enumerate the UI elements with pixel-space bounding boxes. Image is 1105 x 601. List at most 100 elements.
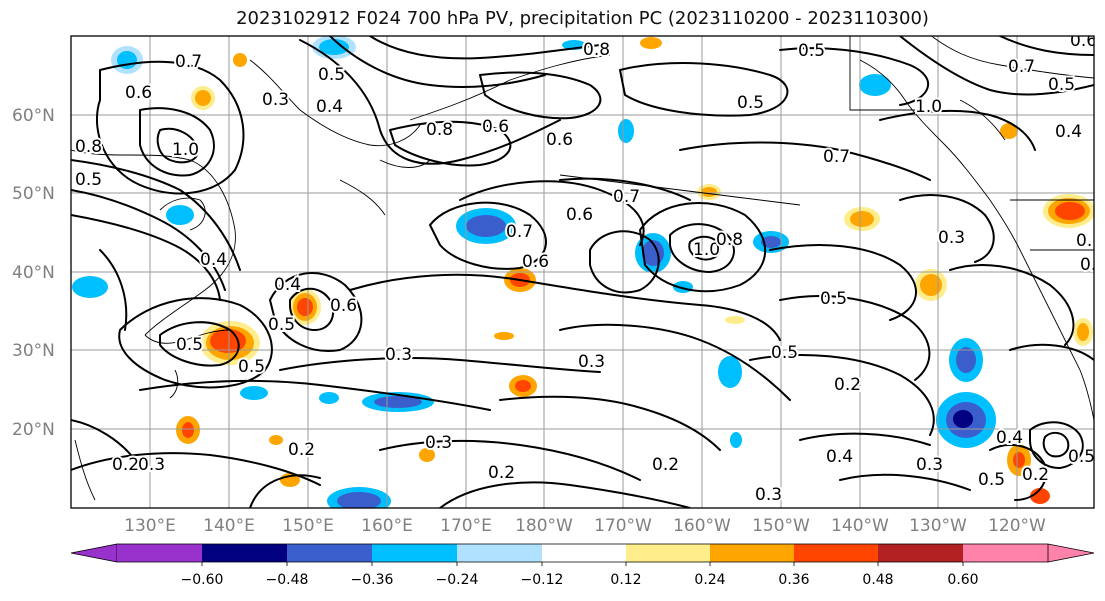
lon-label: 150°W — [752, 516, 810, 536]
contour-label: 0.6 — [566, 205, 593, 225]
contour-label: 0.3 — [385, 345, 412, 365]
colorbar-bin — [963, 544, 1048, 562]
colorbar-tick-label: −0.36 — [351, 572, 394, 588]
contour-label: 0.3 — [262, 90, 289, 110]
lat-label: 60°N — [12, 106, 55, 126]
colorbar-bin — [626, 544, 710, 562]
colorbar-tick-label: 0.12 — [610, 572, 641, 588]
colorbar-bin — [70, 543, 118, 563]
lon-label: 140°W — [831, 516, 889, 536]
contour-labels: 0.7 0.6 1.0 0.3 0.4 0.8 0.5 0.6 0.8 0.5 … — [73, 31, 1105, 507]
map-title: 2023102912 F024 700 hPa PV, precipitatio… — [236, 8, 929, 29]
colorbar-bin — [878, 544, 963, 562]
contour-label: 0.2 — [488, 463, 515, 483]
contour-label: 0.4 — [826, 447, 853, 467]
lat-label: 30°N — [12, 341, 55, 361]
blob-neg-8 — [949, 338, 983, 382]
lon-label: 170°W — [594, 516, 652, 536]
colorbar-bin — [794, 544, 878, 562]
contour-label: 0.6 — [522, 252, 549, 272]
coastlines — [71, 36, 1094, 501]
contour-label: 0.6 — [1070, 31, 1097, 51]
lon-label: 140°E — [203, 516, 255, 536]
contour-label: 0.2 — [834, 375, 861, 395]
contour-label: 0.4 — [200, 250, 227, 270]
blob-pos-16 — [494, 332, 514, 340]
contour-label: 0.6 — [330, 296, 357, 316]
contour-label: 0.7 — [1008, 57, 1035, 77]
colorbar-tick-label: −0.12 — [521, 572, 564, 588]
contour-label: 0.8 — [1076, 231, 1103, 251]
lon-label: 150°E — [282, 516, 334, 536]
blob-pos-13 — [640, 37, 662, 49]
contour-label: 0.3 — [916, 455, 943, 475]
lon-label: 120°W — [988, 516, 1046, 536]
contour-label: 0.5 — [978, 470, 1005, 490]
blob-neg-11 — [327, 487, 391, 508]
contour-label: 0.7 — [506, 222, 533, 242]
colorbar-tick-label: −0.48 — [266, 572, 309, 588]
contour-label: 0.5 — [238, 357, 265, 377]
contour-label: 0.8 — [426, 120, 453, 140]
contour-label: 0.3 — [938, 228, 965, 248]
contour-label: 0.5 — [176, 335, 203, 355]
blob-pos-21 — [725, 316, 745, 324]
blob-pos-5 — [509, 375, 537, 397]
colorbar-bin — [542, 544, 626, 562]
contour-label: 0.5 — [1048, 75, 1075, 95]
contour-label: 0.2 — [288, 440, 315, 460]
contour-label: 0.3 — [1080, 255, 1105, 275]
blob-pos-20 — [269, 435, 283, 445]
contour-label: 0.7 — [823, 147, 850, 167]
lon-label: 180°W — [515, 516, 573, 536]
blob-pos-1 — [200, 321, 260, 365]
contour-label: 1.0 — [172, 140, 199, 160]
colorbar-tick-label: −0.24 — [436, 572, 479, 588]
colorbar-bin — [1047, 543, 1095, 563]
blob-neg-18 — [319, 392, 339, 404]
lat-label: 40°N — [12, 263, 55, 283]
blob-pos-12 — [1073, 318, 1093, 346]
colorbar-bin — [202, 544, 287, 562]
contour-label: 0.8 — [583, 40, 610, 60]
colorbar-tick-label: −0.60 — [181, 572, 224, 588]
colorbar-tick-label: 0.36 — [778, 572, 809, 588]
contour-label: 0.5 — [75, 170, 102, 190]
colorbar: −0.60 −0.48 −0.36 −0.24 −0.12 0.12 0.24 … — [70, 543, 1095, 588]
contour-label: 0.4 — [1055, 122, 1082, 142]
blob-neg-3 — [456, 208, 516, 244]
contour-label: 0.2 — [1022, 465, 1049, 485]
contour-label: 0.8 — [75, 137, 102, 157]
contour-label: 0.4 — [996, 428, 1023, 448]
blob-pos-3 — [1043, 194, 1094, 228]
colorbar-tick-label: 0.48 — [862, 572, 893, 588]
contour-label: 0.8 — [716, 230, 743, 250]
lon-label: 130°E — [124, 516, 176, 536]
lat-label: 20°N — [12, 420, 55, 440]
blob-neg-1 — [111, 46, 143, 74]
colorbar-bin — [457, 544, 542, 562]
contour-label: 0.5 — [318, 65, 345, 85]
blob-pos-19 — [419, 448, 435, 462]
map-frame — [70, 35, 1095, 509]
contour-label: 0.3 — [578, 352, 605, 372]
contour-label: 0.4 — [316, 97, 343, 117]
precip-shading — [72, 36, 1094, 508]
latitude-labels: 60°N 50°N 40°N 30°N 20°N — [12, 106, 55, 440]
contour-label: 0.3 — [138, 455, 165, 475]
contour-label: 0.6 — [125, 83, 152, 103]
colorbar-bin — [372, 544, 457, 562]
blob-pos-18 — [233, 53, 247, 67]
blob-pos-17 — [1000, 123, 1018, 139]
blob-pos-10 — [1007, 444, 1031, 476]
blob-pos-6 — [176, 416, 200, 444]
colorbar-tick-label: 0.24 — [694, 572, 725, 588]
lon-label: 160°E — [361, 516, 413, 536]
pv-contours — [71, 36, 1094, 508]
colorbar-bin — [287, 544, 372, 562]
blob-neg-13 — [618, 119, 634, 143]
lon-label: 130°W — [909, 516, 967, 536]
lat-label: 50°N — [12, 184, 55, 204]
contour-label: 0.5 — [820, 289, 847, 309]
